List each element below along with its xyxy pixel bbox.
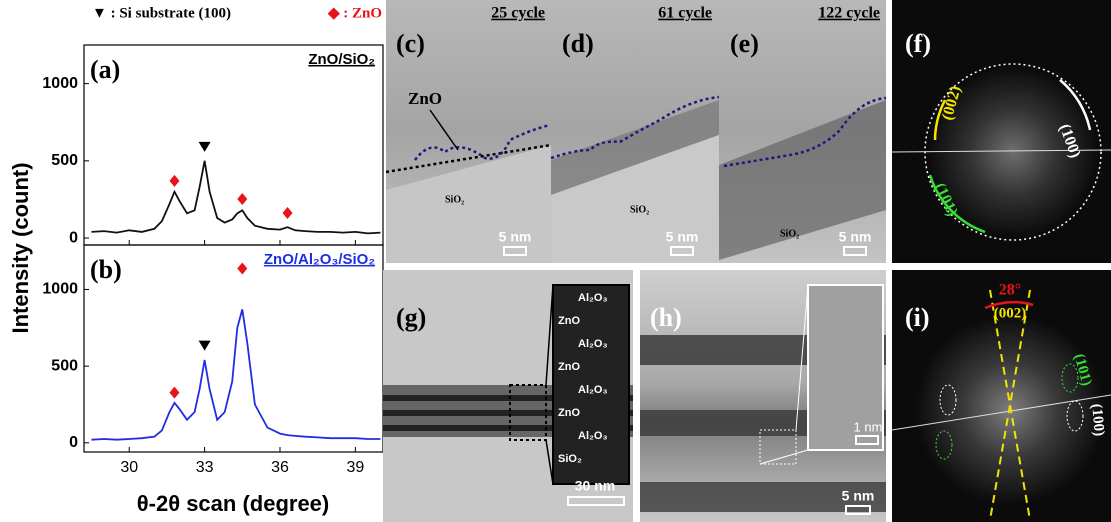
peak-marker <box>237 262 247 274</box>
layer-label: Al₂O₃ <box>578 384 608 396</box>
y-axis-title: Intensity (count) <box>8 162 33 333</box>
peak-marker <box>169 175 179 187</box>
peak-marker <box>199 142 211 152</box>
y-tick-label: 500 <box>51 152 78 169</box>
panel-label: (b) <box>90 255 122 284</box>
panel-label: (h) <box>650 303 682 332</box>
x-tick-label: 36 <box>271 459 289 476</box>
fft-panel-f: (f) (002) (100) (101) <box>892 0 1111 263</box>
tem-panel-e: (e) 122 cycle SiO₂ 5 nm <box>719 0 886 263</box>
y-tick-label: 500 <box>51 357 78 374</box>
layer-label: ZnO <box>558 315 580 327</box>
plane-label: (002) <box>994 305 1027 321</box>
peak-marker <box>169 387 179 399</box>
peak-marker <box>283 207 293 219</box>
figure: ▼ : Si substrate (100) ◆ : ZnO Intensity… <box>0 0 1111 522</box>
cycle-label: 61 cycle <box>658 5 712 22</box>
cycle-label: 122 cycle <box>818 5 880 22</box>
plot-frame <box>84 45 383 245</box>
x-tick-label: 30 <box>120 459 138 476</box>
layer-label: ZnO <box>558 361 580 373</box>
tem-panel-c: (c) 25 cycle ZnO SiO₂ 5 nm <box>386 0 551 263</box>
tem-panel-h: (h) 1 nm 5 nm <box>640 270 886 522</box>
layer-label: Al₂O₃ <box>578 292 608 304</box>
panel-label: (i) <box>905 303 930 332</box>
scale-label: 5 nm <box>499 229 532 245</box>
scale-label: 5 nm <box>839 229 872 245</box>
panel-label: (e) <box>730 29 759 58</box>
y-tick-label: 0 <box>69 434 78 451</box>
legend-entry: ▼ : Si substrate (100) <box>92 5 231 21</box>
fft-panel-i: (i) 28° (002) (101) (100) <box>892 270 1111 522</box>
plot-frame <box>84 245 383 452</box>
peak-marker <box>237 193 247 205</box>
tem-panel-d: (d) 61 cycle SiO₂ 5 nm <box>551 0 719 263</box>
scale-label: 5 nm <box>666 229 699 245</box>
layer-label: ZnO <box>558 407 580 419</box>
cycle-label: 25 cycle <box>491 5 545 22</box>
layer-label: SiO₂ <box>558 453 582 465</box>
angle-label: 28° <box>999 282 1021 299</box>
panel-label: (a) <box>90 55 120 84</box>
scale-label: 1 nm <box>854 419 883 434</box>
peak-marker <box>199 341 211 351</box>
x-tick-label: 39 <box>346 459 364 476</box>
layer-label: Al₂O₃ <box>578 430 608 442</box>
y-tick-label: 1000 <box>42 75 78 92</box>
panel-label: (f) <box>905 29 931 58</box>
tem-panel-g: (g) Al₂O₃ ZnO Al₂O₃ ZnO Al₂O₃ ZnO Al₂O₃ SiO₂ 30… <box>383 270 633 522</box>
plane-label: (100) <box>1088 403 1107 437</box>
data-line <box>92 161 381 234</box>
data-line <box>92 309 381 439</box>
charts: 0 500 1000 (a) ZnO/SiO₂ 0 500 1000 30 33 36 39 (b) Zn… <box>42 45 383 476</box>
legend-entry: ◆ : ZnO <box>327 5 382 21</box>
substrate-label: SiO₂ <box>630 204 649 215</box>
panel-label: (c) <box>396 29 425 58</box>
scale-label: 30 nm <box>575 478 615 494</box>
y-tick-label: 0 <box>69 229 78 246</box>
panel-label: (g) <box>396 303 426 332</box>
x-tick-label: 33 <box>196 459 214 476</box>
y-tick-label: 1000 <box>42 281 78 298</box>
substrate-label: SiO₂ <box>780 228 799 239</box>
xrd-chart: 0 500 1000 30 33 36 39 (b) ZnO/Al₂O₃/SiO₂ <box>42 245 383 476</box>
sample-label: ZnO/Al₂O₃/SiO₂ <box>264 251 375 268</box>
scale-label: 5 nm <box>842 488 875 504</box>
panel-label: (d) <box>562 29 594 58</box>
x-axis-title: θ-2θ scan (degree) <box>137 491 330 516</box>
layer-label: Al₂O₃ <box>578 338 608 350</box>
film-label: ZnO <box>408 89 442 108</box>
substrate-label: SiO₂ <box>445 194 464 205</box>
sample-label: ZnO/SiO₂ <box>308 51 375 68</box>
xrd-chart: 0 500 1000 (a) ZnO/SiO₂ <box>42 45 383 246</box>
